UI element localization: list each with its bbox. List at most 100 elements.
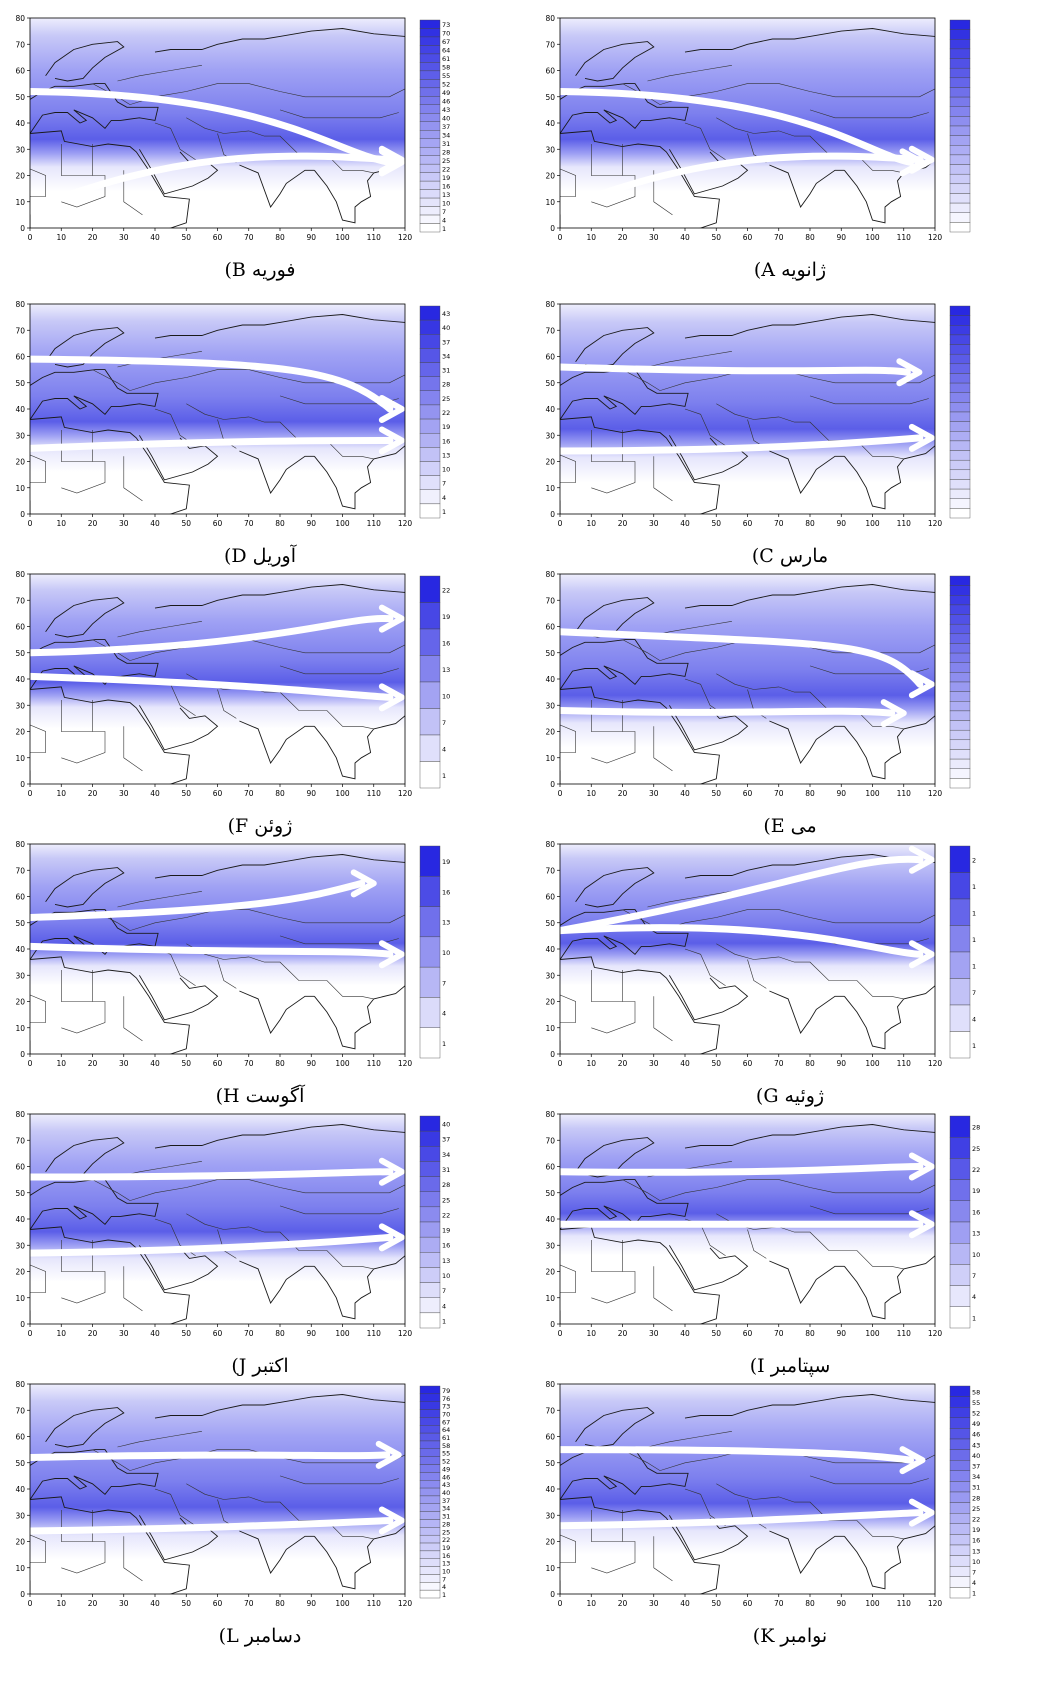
x-tick-label: 110 [367,1059,382,1068]
colorbar-label: 16 [442,888,450,896]
x-tick-label: 10 [56,1599,66,1608]
y-tick-label: 0 [20,510,25,519]
colorbar-segment [949,1459,971,1471]
colorbar-segment [419,461,441,476]
x-tick-label: 70 [774,519,784,528]
polar-jet-arrow [26,355,405,423]
colorbar-segment [949,1470,971,1482]
map-panel-k: 0 10 20 30 40 50 60 70 80 90 100 110 120 0 10 20 30 40 50 6… [540,1376,1040,1647]
colorbar-segment [419,70,441,80]
colorbar-segment [419,36,441,46]
x-tick-label: 10 [586,233,596,242]
colorbar-label: 31 [442,140,450,148]
colorbar-segment [419,1519,441,1528]
y-tick-label: 30 [15,971,25,980]
colorbar-label: 16 [972,1537,980,1545]
subtropical-jet-arrow [26,1223,405,1257]
colorbar-segment [949,173,971,185]
x-tick-label: 90 [836,519,846,528]
colorbar-label: 43 [972,1441,980,1449]
colorbar-label: 7 [972,1272,976,1280]
y-tick-label: 20 [15,998,25,1007]
x-tick-label: 120 [928,789,943,798]
x-tick-label: 120 [398,1059,413,1068]
colorbar-segment [949,450,971,461]
colorbar-segment [419,447,441,462]
x-tick-label: 90 [306,233,316,242]
x-tick-label: 60 [743,1599,753,1608]
colorbar-label: 34 [442,131,450,139]
x-tick-label: 80 [805,1059,815,1068]
x-tick-label: 50 [711,1059,721,1068]
subtropical-jet-arrow [556,924,935,969]
colorbar-segment [419,163,441,173]
colorbar-segment [419,1511,441,1520]
y-tick-label: 80 [15,1380,25,1389]
y-tick-label: 10 [15,198,25,207]
panel-caption-d: آوریل D) [223,545,296,567]
colorbar-segment [419,1558,441,1567]
colorbar-segment [949,604,971,615]
polar-jet-arrow [556,845,935,935]
x-tick-label: 40 [150,519,160,528]
x-tick-label: 10 [586,1059,596,1068]
map-panel-e: 0 10 20 30 40 50 60 70 80 90 100 110 120 0 10 20 30 40 50 6… [540,566,1040,837]
colorbar-segment [419,997,441,1028]
colorbar-label: 7 [442,208,446,216]
y-tick-label: 60 [15,623,25,632]
x-tick-label: 70 [774,233,784,242]
x-tick-label: 100 [865,1329,880,1338]
colorbar-segment [949,1491,971,1503]
x-tick-label: 80 [275,1059,285,1068]
colorbar-label: 19 [972,1526,980,1534]
y-tick-label: 0 [20,1590,25,1599]
colorbar-label: 34 [442,352,450,360]
polar-jet-arrow [26,869,377,921]
y-tick-label: 70 [545,866,555,875]
wind-map-h: 0 10 20 30 40 50 60 70 80 90 100 110 120010203040506… [15,840,450,1068]
y-tick-label: 20 [15,172,25,181]
panel-caption-e: می E) [763,815,817,837]
colorbar-label: 55 [972,1399,980,1407]
y-tick-label: 50 [15,919,25,928]
colorbar-label: 4 [442,745,446,753]
colorbar-segment [949,39,971,50]
colorbar-label: 37 [442,123,450,131]
colorbar-segment [419,1480,441,1489]
colorbar-label: 52 [442,1458,450,1466]
x-tick-label: 20 [618,1599,628,1608]
y-tick-label: 60 [545,1433,555,1442]
colorbar-segment [949,164,971,175]
y-tick-label: 70 [15,1406,25,1415]
colorbar-label: 1 [972,936,976,944]
x-tick-label: 30 [649,789,659,798]
x-tick-label: 10 [56,1329,66,1338]
colorbar-segment [949,1031,971,1059]
colorbar-label: 1 [442,1040,446,1048]
colorbar-label: 22 [442,1211,450,1219]
colorbar-segment [419,146,441,156]
x-tick-label: 20 [88,789,98,798]
polar-jet-arrow [556,1152,935,1181]
colorbar [949,305,971,519]
colorbar-segment [949,1555,971,1567]
y-tick-label: 30 [545,1511,555,1520]
panel-caption-g: ژوئیه G) [755,1085,825,1107]
colorbar-label: 67 [442,1418,450,1426]
x-tick-label: 30 [119,233,129,242]
colorbar-segment [419,1191,441,1208]
wind-map-b: 0 10 20 30 40 50 60 70 80 90 100 110 120010203040506… [15,14,450,242]
colorbar-label: 28 [972,1124,980,1132]
colorbar-segment [949,1587,971,1599]
colorbar-segment [949,720,971,731]
colorbar-label: 49 [442,89,450,97]
colorbar-label: 25 [442,1528,450,1536]
map-panel-j: 0 10 20 30 40 50 60 70 80 90 100 110 120 0 10 20 30 40 50 6… [10,1106,510,1377]
x-tick-label: 40 [680,1059,690,1068]
x-tick-label: 90 [306,519,316,528]
x-tick-label: 10 [586,1599,596,1608]
colorbar-label: 46 [442,1473,450,1481]
colorbar-label: 49 [442,1465,450,1473]
y-tick-label: 20 [545,172,555,181]
colorbar-segment [419,104,441,114]
